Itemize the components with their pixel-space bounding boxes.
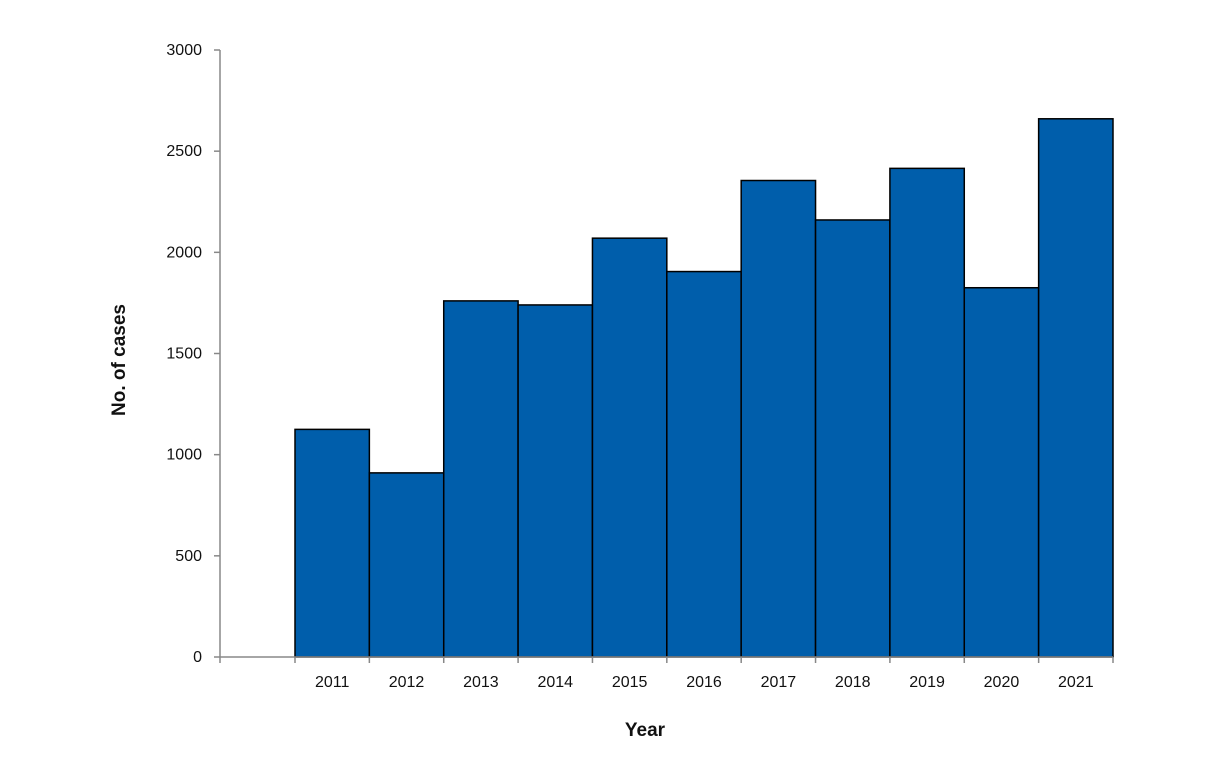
x-tick-label-2017: 2017: [761, 674, 797, 691]
bar-2017: [740, 179, 817, 658]
y-tick-label: 1500: [166, 346, 202, 363]
bar-2018: [814, 219, 891, 658]
x-tick-label-2021: 2021: [1058, 674, 1094, 691]
x-tick-label-2019: 2019: [909, 674, 945, 691]
y-tick-label: 2500: [166, 143, 202, 160]
y-tick-label: 500: [175, 548, 202, 565]
x-tick-label-2011: 2011: [315, 674, 350, 691]
bar-2013: [442, 300, 519, 658]
bar-2020: [963, 286, 1040, 658]
x-tick-label-2015: 2015: [612, 674, 648, 691]
y-tick-label: 2000: [166, 244, 202, 261]
y-tick-label: 1000: [166, 447, 202, 464]
bar-2011: [294, 428, 371, 658]
bar-2016: [666, 270, 742, 658]
x-tick-label-2018: 2018: [835, 674, 871, 691]
bar-2021: [1037, 118, 1114, 658]
bar-2014: [517, 304, 594, 658]
bar-2019: [889, 167, 966, 658]
y-tick-label: 0: [193, 649, 202, 666]
y-axis-title: No. of cases: [109, 304, 130, 416]
x-tick-label-2020: 2020: [984, 674, 1020, 691]
x-tick-label-2016: 2016: [686, 674, 722, 691]
bars-layer: [294, 118, 1114, 658]
bar-2012: [368, 472, 445, 658]
bar-2015: [591, 237, 668, 658]
x-tick-label-2013: 2013: [463, 674, 499, 691]
x-axis-title: Year: [625, 720, 666, 741]
y-tick-label: 3000: [166, 42, 202, 59]
x-tick-label-2012: 2012: [389, 674, 425, 691]
x-tick-label-2014: 2014: [537, 674, 573, 691]
x-axis-ticks: 2011 2012 2013 2014 2015 2016 2017 2018 2019 2020…: [219, 657, 1114, 691]
y-axis-ticks: 0 500 1000 1500 2000 2500 3000: [166, 42, 220, 666]
